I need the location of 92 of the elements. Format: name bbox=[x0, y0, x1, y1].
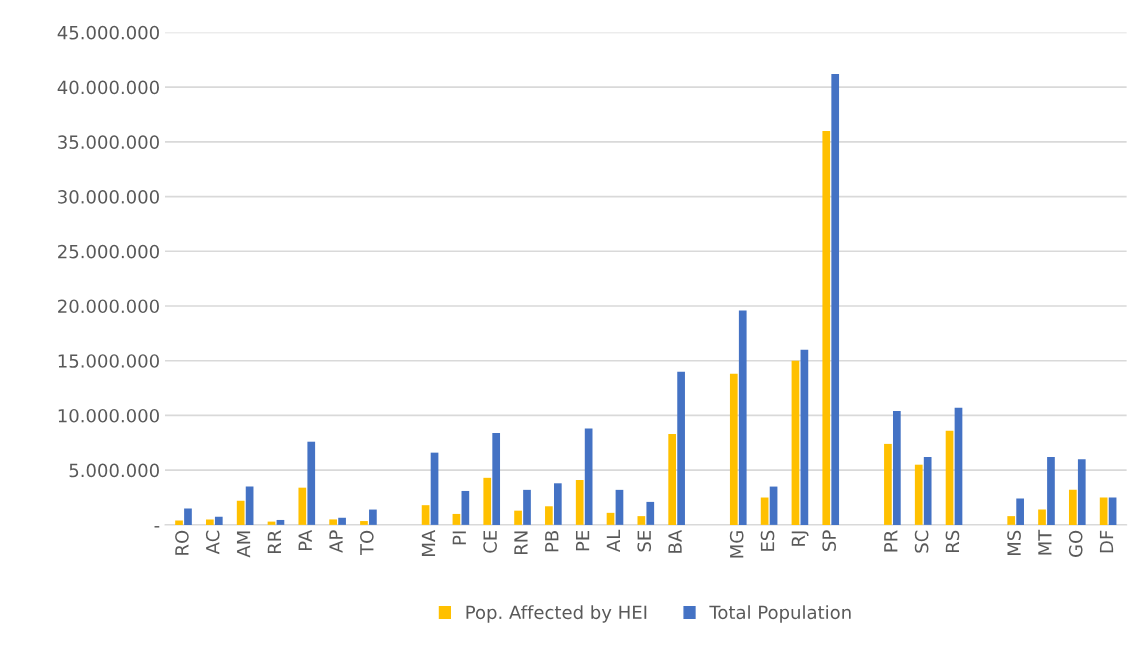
bar bbox=[338, 517, 346, 525]
x-tick-label: DF bbox=[1099, 530, 1114, 553]
y-tick-label: 30.000.000 bbox=[58, 190, 159, 204]
x-tick-label: PR bbox=[884, 530, 898, 552]
bar bbox=[1007, 516, 1016, 525]
bar bbox=[523, 489, 531, 525]
x-tick-label: PB bbox=[545, 531, 559, 552]
x-tick-label: TO bbox=[360, 530, 374, 556]
bar bbox=[738, 310, 747, 525]
bar bbox=[945, 430, 954, 525]
x-tick-label: MG bbox=[729, 531, 744, 558]
bar bbox=[954, 407, 963, 525]
legend-label: Pop. Affected by HEI bbox=[466, 605, 647, 623]
bar bbox=[329, 519, 337, 525]
y-tick-label: - bbox=[154, 526, 160, 528]
bar bbox=[360, 521, 368, 525]
bar bbox=[553, 483, 562, 525]
bar bbox=[452, 513, 461, 525]
x-tick-label: AC bbox=[205, 530, 220, 555]
bar bbox=[430, 452, 439, 525]
bar bbox=[584, 428, 593, 525]
x-tick-label: PE bbox=[575, 530, 590, 551]
y-tick-label: 25.000.000 bbox=[58, 244, 159, 259]
x-tick-label: SE bbox=[637, 530, 652, 552]
bar bbox=[492, 432, 501, 525]
bar bbox=[646, 501, 655, 525]
bar bbox=[545, 506, 553, 525]
y-tick-label: 35.000.000 bbox=[58, 135, 159, 149]
x-tick-label: GO bbox=[1068, 530, 1083, 557]
bar bbox=[884, 443, 892, 525]
bar bbox=[1047, 457, 1055, 525]
y-tick-label: 20.000.000 bbox=[58, 299, 159, 314]
bar bbox=[206, 519, 214, 525]
bar bbox=[1068, 489, 1077, 525]
bar bbox=[421, 505, 430, 525]
bar bbox=[914, 464, 923, 525]
bar bbox=[637, 516, 646, 525]
bar bbox=[606, 512, 615, 525]
bar bbox=[1099, 497, 1108, 525]
bar bbox=[1016, 498, 1024, 525]
x-tick-label: PI bbox=[452, 531, 466, 545]
bar bbox=[276, 519, 285, 525]
x-tick-label: CE bbox=[483, 530, 497, 553]
y-tick-label: 45.000.000 bbox=[57, 25, 159, 40]
bar bbox=[184, 508, 192, 525]
bar bbox=[831, 73, 840, 525]
bar bbox=[615, 489, 624, 525]
x-tick-label: RS bbox=[945, 530, 960, 552]
legend-label: Total Population bbox=[709, 605, 851, 623]
bar bbox=[236, 500, 245, 525]
bar bbox=[729, 373, 738, 525]
bar bbox=[245, 486, 254, 525]
x-tick-label: MA bbox=[421, 529, 436, 556]
bar bbox=[822, 130, 831, 525]
bar bbox=[1038, 509, 1046, 525]
bar bbox=[483, 477, 492, 525]
bar bbox=[677, 371, 685, 525]
bar bbox=[800, 349, 809, 525]
bar bbox=[214, 516, 223, 525]
bar bbox=[760, 497, 769, 525]
x-tick-label: MS bbox=[1007, 530, 1021, 556]
bar bbox=[769, 486, 778, 525]
bar bbox=[923, 457, 932, 525]
bar bbox=[307, 441, 316, 525]
x-tick-label: SP bbox=[822, 530, 836, 551]
bar bbox=[461, 490, 470, 525]
y-tick-label: 10.000.000 bbox=[58, 408, 159, 423]
bar bbox=[514, 510, 522, 525]
y-tick-label: 40.000.000 bbox=[57, 80, 159, 95]
x-tick-label: RJ bbox=[791, 531, 809, 546]
x-tick-label: AP bbox=[329, 530, 343, 553]
x-tick-label: RR bbox=[267, 530, 281, 554]
x-tick-label: RN bbox=[514, 531, 528, 555]
x-tick-label: BA bbox=[668, 529, 682, 553]
y-tick-label: 5.000.000 bbox=[69, 463, 159, 478]
y-tick-label: 15.000.000 bbox=[58, 354, 159, 368]
x-tick-label: ES bbox=[760, 530, 775, 551]
bar bbox=[893, 411, 901, 525]
bar bbox=[369, 509, 377, 525]
bar bbox=[175, 520, 183, 525]
bar bbox=[668, 434, 677, 525]
x-tick-label: AL bbox=[606, 529, 620, 553]
x-tick-label: MT bbox=[1038, 529, 1052, 555]
bar bbox=[575, 480, 584, 525]
x-tick-label: SC bbox=[914, 530, 929, 553]
bar bbox=[791, 360, 800, 525]
x-tick-label: AM bbox=[236, 531, 251, 558]
x-tick-label: RO bbox=[175, 530, 189, 555]
x-tick-label: PA bbox=[298, 529, 312, 551]
bar bbox=[298, 487, 307, 525]
bar bbox=[1108, 497, 1117, 525]
bar bbox=[1077, 459, 1086, 525]
